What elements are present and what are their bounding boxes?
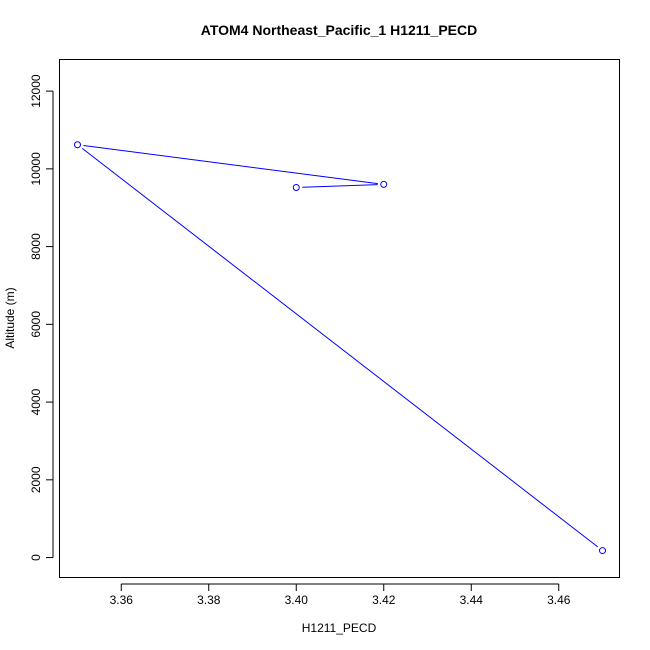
x-tick-label: 3.46 bbox=[547, 593, 571, 607]
series-line-segment bbox=[302, 184, 378, 188]
y-tick-label: 10000 bbox=[29, 152, 43, 186]
x-axis-label: H1211_PECD bbox=[302, 621, 377, 635]
series-layer bbox=[74, 141, 606, 555]
y-tick-label: 8000 bbox=[29, 233, 43, 260]
y-tick-label: 0 bbox=[29, 554, 43, 561]
data-point bbox=[599, 547, 606, 555]
x-tick-label: 3.42 bbox=[372, 593, 396, 607]
y-tick-label: 12000 bbox=[29, 74, 43, 108]
data-point bbox=[380, 180, 388, 188]
y-tick-label: 4000 bbox=[29, 388, 43, 415]
y-axis: 0 2000 4000 6000 8000 10000 12000 bbox=[29, 74, 54, 561]
y-tick-label: 6000 bbox=[29, 311, 43, 338]
chart-title: ATOM4 Northeast_Pacific_1 H1211_PECD bbox=[201, 22, 478, 38]
series-line-segment bbox=[83, 145, 378, 185]
x-tick-label: 3.44 bbox=[460, 593, 484, 607]
x-tick-label: 3.36 bbox=[110, 593, 134, 607]
data-point bbox=[292, 184, 300, 192]
x-axis: 3.36 3.38 3.40 3.42 3.44 3.46 bbox=[110, 583, 571, 607]
plot-frame bbox=[59, 59, 620, 578]
x-tick-label: 3.38 bbox=[197, 593, 221, 607]
x-tick-label: 3.40 bbox=[285, 593, 309, 607]
y-axis-label: Altitude (m) bbox=[3, 287, 17, 348]
y-tick-label: 2000 bbox=[29, 466, 43, 493]
series-line-segment bbox=[81, 148, 599, 548]
data-point bbox=[74, 141, 81, 149]
